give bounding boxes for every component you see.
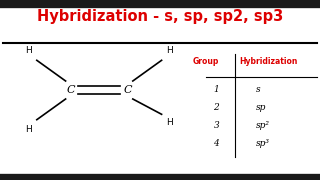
Text: 1: 1 xyxy=(213,86,219,94)
Text: H: H xyxy=(25,125,32,134)
Text: Hybridization - s, sp, sp2, sp3: Hybridization - s, sp, sp2, sp3 xyxy=(37,9,283,24)
Text: C: C xyxy=(66,85,75,95)
Text: Group: Group xyxy=(193,57,219,66)
Text: 4: 4 xyxy=(213,140,219,148)
Text: sp²: sp² xyxy=(256,122,270,130)
Text: s: s xyxy=(256,86,260,94)
Text: sp: sp xyxy=(256,103,266,112)
Text: 2: 2 xyxy=(213,103,219,112)
Text: H: H xyxy=(25,46,32,55)
Text: H: H xyxy=(166,46,173,55)
Text: sp³: sp³ xyxy=(256,140,270,148)
Text: C: C xyxy=(124,85,132,95)
Text: 3: 3 xyxy=(213,122,219,130)
Text: Hybridization: Hybridization xyxy=(240,57,298,66)
Text: H: H xyxy=(166,118,173,127)
